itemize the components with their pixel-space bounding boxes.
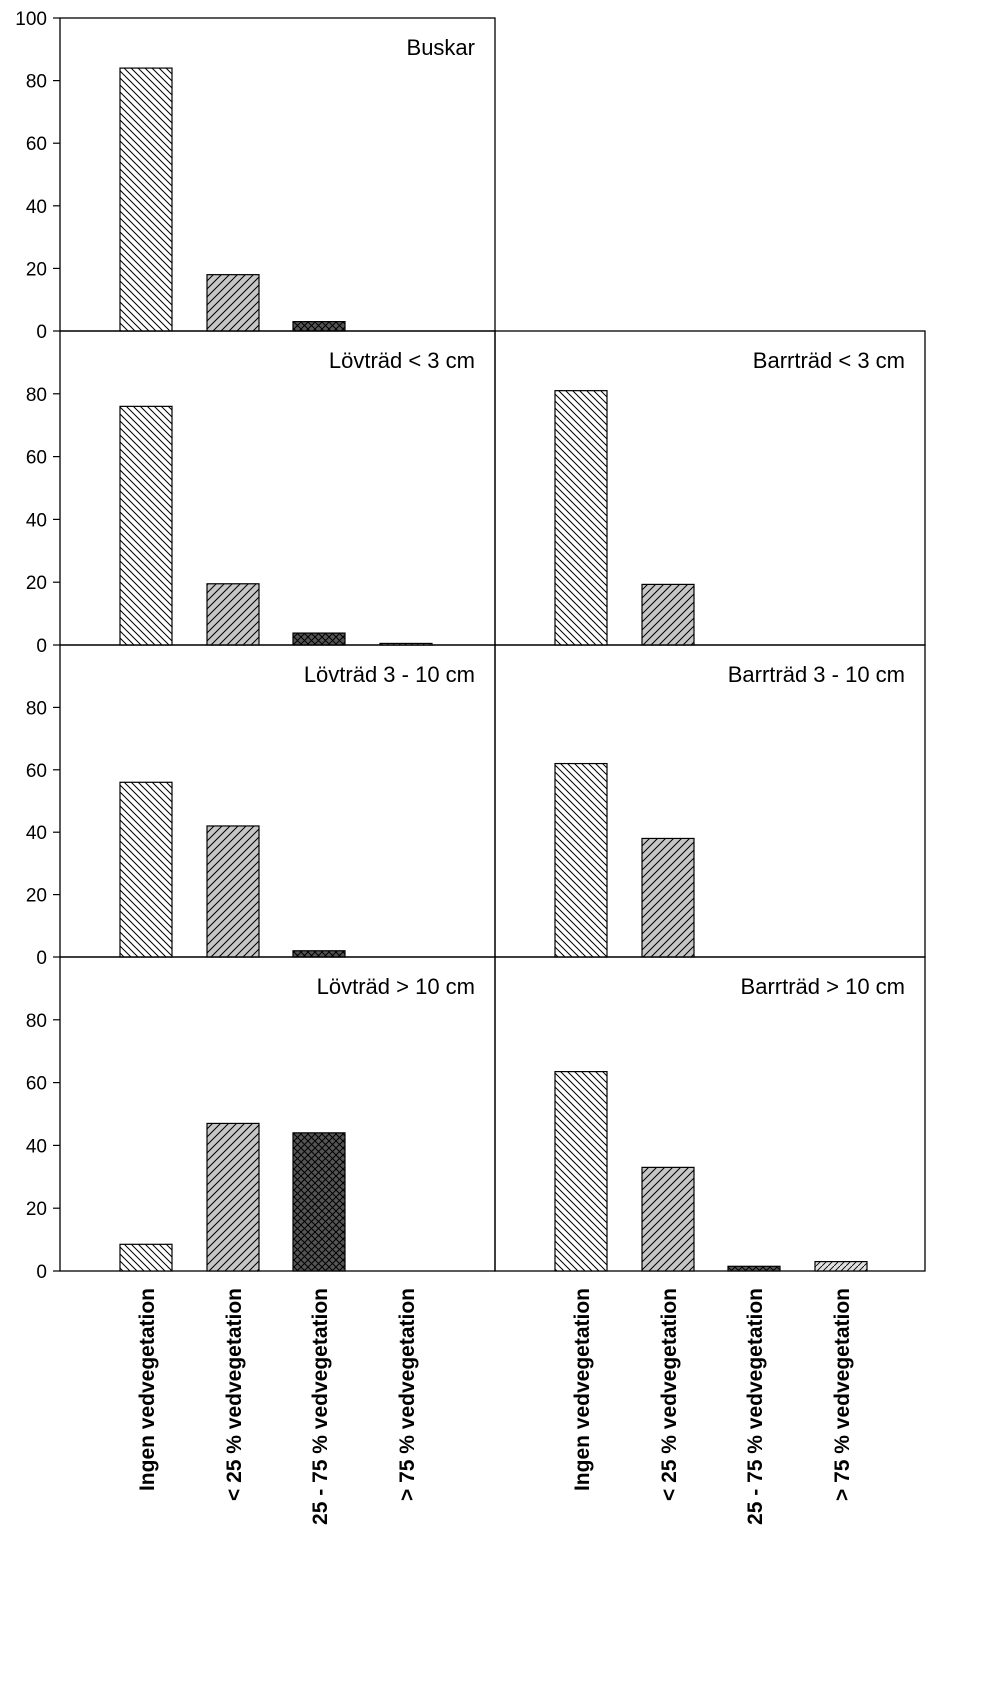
panel-l-vtr-d-10-cm: Lövträd > 10 cm 0 20 40 60 80 (26, 956, 496, 1283)
bar-75-vedvegetation (814, 1260, 868, 1272)
y-tick-label: 20 (26, 1199, 47, 1220)
bar-25-vedvegetation (206, 825, 260, 958)
panel-barrtr-d-10-cm: Barrträd > 10 cm (494, 956, 926, 1272)
panel-barrtr-d-3-cm: Barrträd < 3 cm (494, 330, 926, 646)
y-tick-label: 60 (26, 761, 47, 782)
bar-25-75-vedvegetation (292, 1132, 346, 1272)
panel-title: Barrträd > 10 cm (741, 974, 905, 999)
y-tick-label: 80 (26, 385, 47, 406)
x-tick-label-25-75-vedvegetation: 25 - 75 % vedvegetation (744, 1288, 767, 1525)
y-tick-label: 0 (36, 636, 47, 657)
bar-25-vedvegetation (206, 583, 260, 646)
y-tick-label: 60 (26, 134, 47, 155)
y-tick-label: 60 (26, 448, 47, 469)
panel-frame (59, 956, 496, 1272)
y-tick-label: 80 (26, 1011, 47, 1032)
bar-25-vedvegetation (206, 1122, 260, 1272)
x-tick-label-ingen-vedvegetation: Ingen vedvegetation (136, 1288, 159, 1491)
bar-ingen-vedvegetation (119, 405, 173, 646)
y-tick-label: 100 (15, 9, 47, 30)
bar-ingen-vedvegetation (119, 781, 173, 958)
bar-25-75-vedvegetation (292, 321, 346, 332)
x-tick-label-25-75-vedvegetation: 25 - 75 % vedvegetation (309, 1288, 332, 1525)
y-tick-label: 0 (36, 322, 47, 343)
panel-title: Buskar (407, 35, 475, 60)
y-tick-label: 80 (26, 698, 47, 719)
panel-barrtr-d-3-10-cm: Barrträd 3 - 10 cm (494, 644, 926, 958)
bar-25-75-vedvegetation (727, 1265, 781, 1272)
bar-25-vedvegetation (206, 274, 260, 332)
panel-frame (494, 956, 926, 1272)
panel-title: Lövträd 3 - 10 cm (304, 662, 475, 687)
bar-25-75-vedvegetation (292, 950, 346, 958)
x-tick-label-75-vedvegetation: > 75 % vedvegetation (396, 1288, 419, 1501)
y-tick-label: 40 (26, 510, 47, 531)
panel-l-vtr-d-3-10-cm: Lövträd 3 - 10 cm 0 20 40 60 80 (26, 644, 496, 969)
panel-title: Barrträd < 3 cm (753, 348, 905, 373)
bar-25-vedvegetation (641, 1166, 695, 1272)
y-tick-label: 80 (26, 72, 47, 93)
bar-ingen-vedvegetation (554, 390, 608, 646)
panel-buskar: Buskar 0 20 40 60 80 100 (15, 9, 496, 343)
y-tick-label: 40 (26, 823, 47, 844)
y-tick-label: 60 (26, 1074, 47, 1095)
panel-title: Lövträd > 10 cm (317, 974, 475, 999)
panel-title: Barrträd 3 - 10 cm (728, 662, 905, 687)
y-tick-label: 0 (36, 948, 47, 969)
y-tick-label: 40 (26, 1136, 47, 1157)
y-tick-label: 20 (26, 573, 47, 594)
bar-25-vedvegetation (641, 837, 695, 958)
x-tick-label-75-vedvegetation: > 75 % vedvegetation (831, 1288, 854, 1501)
y-tick-label: 40 (26, 197, 47, 218)
y-tick-label: 20 (26, 259, 47, 280)
x-tick-label-ingen-vedvegetation: Ingen vedvegetation (571, 1288, 594, 1491)
panel-l-vtr-d-3-cm: Lövträd < 3 cm 0 20 40 60 80 (26, 330, 496, 657)
bar-ingen-vedvegetation (554, 1071, 608, 1272)
x-tick-label-25-vedvegetation: < 25 % vedvegetation (658, 1288, 681, 1501)
y-tick-label: 0 (36, 1262, 47, 1283)
bar-25-vedvegetation (641, 583, 695, 646)
bar-ingen-vedvegetation (119, 67, 173, 332)
y-tick-label: 20 (26, 886, 47, 907)
bar-25-75-vedvegetation (292, 632, 346, 646)
bar-ingen-vedvegetation (119, 1243, 173, 1272)
bar-ingen-vedvegetation (554, 762, 608, 958)
x-category-labels: Ingen vedvegetation < 25 % vedvegetation 2… (136, 1288, 854, 1525)
panels-layer: Buskar 0 20 40 60 80 100 Lövträd < 3 cm 0 20 40 60 8… (15, 9, 926, 1283)
x-tick-label-25-vedvegetation: < 25 % vedvegetation (223, 1288, 246, 1501)
panel-title: Lövträd < 3 cm (329, 348, 475, 373)
